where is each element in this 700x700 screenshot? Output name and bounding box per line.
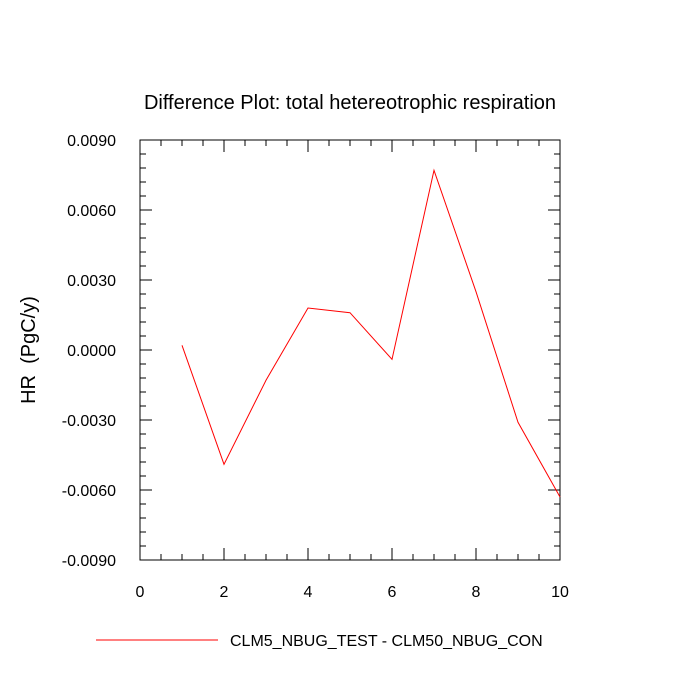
- y-tick-label: -0.0060: [62, 483, 116, 500]
- y-tick-label: 0.0090: [67, 133, 116, 150]
- legend-label: CLM5_NBUG_TEST - CLM50_NBUG_CON: [230, 633, 543, 650]
- series-line: [181, 168, 561, 498]
- chart-title: Difference Plot: total hetereotrophic re…: [144, 92, 556, 114]
- x-tick-label: 6: [388, 584, 397, 601]
- x-tick-labels: 0 2 4 6 8 10: [136, 584, 569, 601]
- y-tick-label: -0.0090: [62, 553, 116, 570]
- x-tick-label: 4: [304, 584, 313, 601]
- x-tick-label: 2: [220, 584, 229, 601]
- series-lines: [181, 168, 561, 498]
- y-tick-label: 0.0030: [67, 273, 116, 290]
- x-tick-label: 10: [551, 584, 569, 601]
- plot-frame: [139, 139, 561, 561]
- x-tick-label: 8: [472, 584, 481, 601]
- y-tick-label: -0.0030: [62, 413, 116, 430]
- axis-ticks: [139, 139, 561, 561]
- x-tick-label: 0: [136, 584, 145, 601]
- y-tick-labels: -0.0090 -0.0060 -0.0030 0.0000 0.0030 0.0060 0…: [62, 133, 116, 570]
- y-tick-label: 0.0000: [67, 343, 116, 360]
- y-axis-title: HR (PgC/y): [18, 296, 40, 404]
- y-tick-label: 0.0060: [67, 203, 116, 220]
- legend: CLM5_NBUG_TEST - CLM50_NBUG_CON: [96, 633, 543, 650]
